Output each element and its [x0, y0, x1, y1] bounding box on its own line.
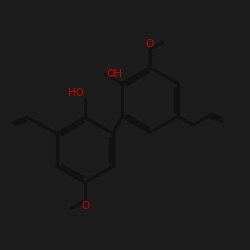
Text: HO: HO — [68, 88, 84, 98]
Text: O: O — [146, 39, 154, 49]
Text: OH: OH — [107, 69, 123, 79]
Text: O: O — [81, 201, 89, 211]
